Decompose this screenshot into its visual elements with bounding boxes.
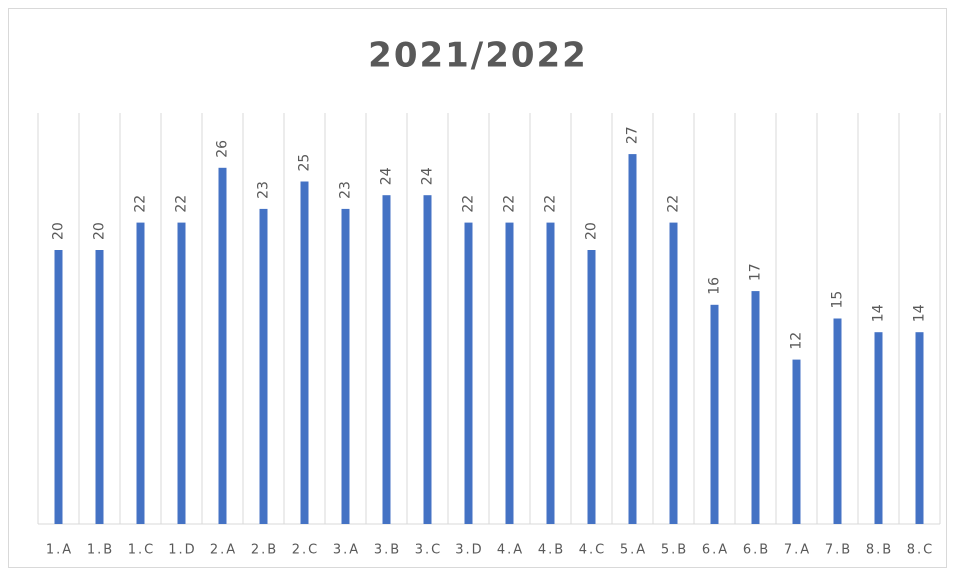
bar — [341, 208, 350, 524]
data-label: 16 — [707, 277, 723, 295]
x-tick-label: 7.B — [825, 543, 852, 558]
x-tick-label: 4.B — [538, 543, 565, 558]
bar — [136, 222, 145, 524]
data-label: 22 — [666, 195, 682, 213]
data-label: 23 — [256, 181, 272, 199]
bar — [505, 222, 514, 524]
bar — [218, 167, 227, 525]
data-label: 22 — [174, 195, 190, 213]
data-label: 22 — [133, 195, 149, 213]
x-tick-label: 7.A — [784, 543, 811, 558]
x-tick-label: 4.A — [497, 543, 524, 558]
bar — [710, 304, 719, 524]
bar — [382, 195, 391, 524]
x-tick-label: 1.D — [168, 543, 196, 558]
bar — [300, 181, 309, 524]
x-tick-label: 6.A — [702, 543, 729, 558]
x-tick-label: 2.B — [251, 543, 278, 558]
bar — [546, 222, 555, 524]
chart-frame — [8, 8, 947, 568]
bar — [587, 250, 596, 524]
bar — [669, 222, 678, 524]
data-label: 23 — [338, 181, 354, 199]
bar — [792, 359, 801, 524]
x-tick-label: 3.C — [415, 543, 442, 558]
x-tick-label: 8.B — [866, 543, 893, 558]
data-label: 25 — [297, 154, 313, 172]
bar — [54, 250, 63, 524]
bar — [95, 250, 104, 524]
x-tick-label: 2.C — [292, 543, 319, 558]
data-label: 14 — [871, 304, 887, 322]
data-label: 22 — [543, 195, 559, 213]
bar — [259, 208, 268, 524]
data-label: 22 — [461, 195, 477, 213]
x-tick-label: 3.A — [333, 543, 360, 558]
bar — [915, 332, 924, 524]
data-label: 24 — [420, 167, 436, 185]
chart-title: 2021/2022 — [368, 36, 588, 76]
x-tick-label: 8.C — [907, 543, 934, 558]
data-label: 20 — [584, 222, 600, 240]
bar — [751, 291, 760, 524]
bar — [874, 332, 883, 524]
x-tick-label: 3.D — [455, 543, 483, 558]
data-label: 22 — [502, 195, 518, 213]
data-label: 20 — [51, 222, 67, 240]
data-label: 14 — [912, 304, 928, 322]
x-tick-label: 4.C — [579, 543, 606, 558]
bar — [628, 154, 637, 524]
data-label: 12 — [789, 332, 805, 350]
bar — [464, 222, 473, 524]
data-label: 17 — [748, 263, 764, 281]
x-tick-label: 1.B — [87, 543, 114, 558]
x-tick-label: 6.B — [743, 543, 770, 558]
x-tick-label: 3.B — [374, 543, 401, 558]
data-label: 26 — [215, 140, 231, 158]
x-tick-label: 5.B — [661, 543, 688, 558]
bar — [423, 195, 432, 524]
bar — [177, 222, 186, 524]
x-tick-label: 2.A — [210, 543, 237, 558]
data-label: 24 — [379, 167, 395, 185]
data-label: 20 — [92, 222, 108, 240]
bar — [833, 318, 842, 524]
x-tick-label: 5.A — [620, 543, 647, 558]
data-label: 27 — [625, 126, 641, 144]
data-label: 15 — [830, 291, 846, 309]
x-tick-label: 1.C — [128, 543, 155, 558]
x-tick-label: 1.A — [46, 543, 73, 558]
